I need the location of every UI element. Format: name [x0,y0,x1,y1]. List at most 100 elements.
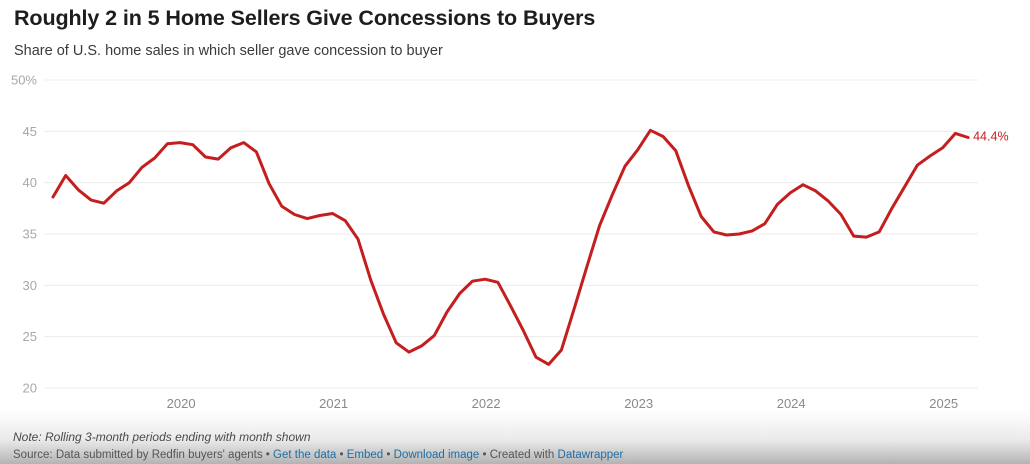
data-point [853,235,855,237]
data-point [929,155,931,157]
data-point [636,149,638,151]
data-point [725,234,727,236]
data-point [598,225,600,227]
data-point [713,231,715,233]
data-point [103,202,105,204]
data-point [776,203,778,205]
series-line [51,128,970,366]
data-point [967,136,969,138]
data-point [179,141,181,143]
data-point [611,194,613,196]
data-point [446,311,448,313]
separator: • [265,449,270,461]
data-point [662,135,664,137]
separator: • [482,449,487,461]
data-point [891,207,893,209]
data-point [827,200,829,202]
y-tick-label: 30 [23,278,37,293]
data-point [319,214,321,216]
data-point [77,189,79,191]
download-image-link[interactable]: Download image [393,449,480,461]
data-point [382,313,384,315]
y-tick-label: 35 [23,227,37,242]
data-point [153,157,155,159]
data-point [395,342,397,344]
data-point [954,132,956,134]
data-point [547,363,549,365]
data-point [52,196,54,198]
data-point [535,356,537,358]
data-point [649,129,651,131]
data-point [624,165,626,167]
data-point [65,174,67,176]
x-axis-ticks: 2020 2021 2022 2023 2024 2025 [167,396,959,411]
x-tick-label: 2020 [167,396,196,411]
gridlines [44,79,978,389]
y-tick-label: 20 [23,381,37,396]
chart-subtitle: Share of U.S. home sales in which seller… [14,43,443,59]
data-point [306,217,308,219]
data-point [573,308,575,310]
embed-link[interactable]: Embed [346,449,384,461]
footer-shade [0,410,1030,464]
data-point [484,278,486,280]
data-point [522,329,524,331]
chart-note: Note: Rolling 3-month periods ending wit… [13,430,311,444]
data-point [700,215,702,217]
data-point [166,142,168,144]
x-tick-label: 2025 [929,396,958,411]
series-layer: 44.4% [51,128,1009,366]
data-point [255,151,257,153]
y-tick-label: 25 [23,329,37,344]
data-point [357,238,359,240]
data-point [115,190,117,192]
data-point [90,199,92,201]
data-point [878,231,880,233]
data-point [268,182,270,184]
data-point [942,147,944,149]
data-point [230,147,232,149]
x-tick-label: 2021 [319,396,348,411]
data-point [370,279,372,281]
data-point [738,233,740,235]
data-point [814,190,816,192]
data-point [497,281,499,283]
data-point [217,158,219,160]
data-point [916,164,918,166]
data-point [128,181,130,183]
datawrapper-link[interactable]: Datawrapper [557,449,624,461]
get-the-data-link[interactable]: Get the data [273,449,337,461]
x-tick-label: 2024 [777,396,806,411]
data-point [802,184,804,186]
source-text: Source: Data submitted by Redfin buyers'… [13,449,263,461]
data-point [459,292,461,294]
data-point [840,213,842,215]
end-value-label: 44.4% [973,129,1008,143]
y-tick-label: 50% [11,73,37,88]
y-tick-label: 45 [23,124,37,139]
data-point [192,143,194,145]
data-point [687,185,689,187]
data-point [764,223,766,225]
data-point [420,345,422,347]
y-tick-label: 40 [23,175,37,190]
chart-title: Roughly 2 in 5 Home Sellers Give Concess… [14,6,596,30]
data-point [586,266,588,268]
data-point [141,166,143,168]
data-point [281,205,283,207]
data-point [204,156,206,158]
y-axis-ticks: 20 25 30 35 40 45 50% [11,73,37,396]
separator: • [339,449,344,461]
data-point [675,150,677,152]
data-point [509,305,511,307]
x-tick-label: 2023 [624,396,653,411]
data-point [344,219,346,221]
data-point [471,280,473,282]
created-with-text: Created with [489,449,555,461]
data-point [865,236,867,238]
data-point [789,192,791,194]
data-point [433,334,435,336]
data-point [751,230,753,232]
source-line: Source: Data submitted by Redfin buyers'… [13,449,623,461]
